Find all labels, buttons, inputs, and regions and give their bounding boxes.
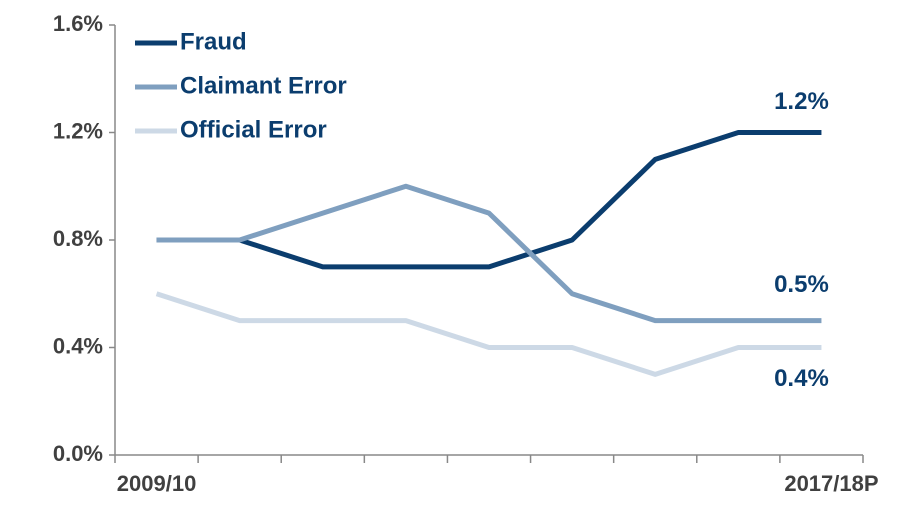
value-label: 0.4% — [774, 365, 829, 392]
value-label: 0.5% — [774, 271, 829, 298]
y-tick-label: 1.2% — [53, 118, 103, 143]
series-line — [156, 130, 822, 270]
x-tick-label: 2009/10 — [117, 471, 197, 496]
value-label: 1.2% — [774, 88, 829, 115]
y-tick-label: 1.6% — [53, 11, 103, 36]
series-line — [156, 183, 822, 324]
x-tick-label: 2017/18P — [784, 471, 878, 496]
legend-label: Claimant Error — [180, 72, 347, 99]
y-tick-label: 0.0% — [53, 441, 103, 466]
y-tick-label: 0.4% — [53, 333, 103, 358]
legend-label: Official Error — [180, 116, 327, 143]
y-tick-label: 0.8% — [53, 226, 103, 251]
legend-label: Fraud — [180, 28, 247, 55]
series-line — [155, 291, 822, 377]
